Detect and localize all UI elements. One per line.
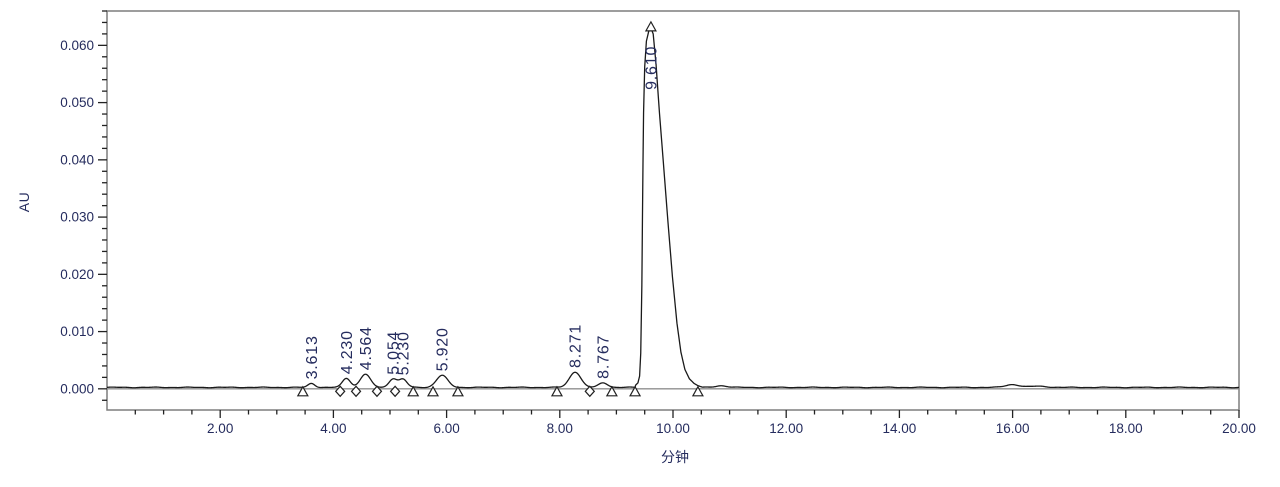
integration-triangle-marker <box>550 385 563 397</box>
x-tick-label: 4.00 <box>320 421 346 436</box>
integration-triangle-marker <box>296 385 309 397</box>
y-tick-label: 0.020 <box>60 267 94 282</box>
y-axis-title: AU <box>16 191 32 213</box>
x-axis-title: 分钟 <box>661 449 689 465</box>
integration-diamond-marker <box>350 385 362 398</box>
x-tick-label: 20.00 <box>1222 421 1256 436</box>
peak-label: 5.054 <box>386 331 403 375</box>
x-tick-label: 10.00 <box>656 421 690 436</box>
peak-label: 5.230 <box>396 331 413 375</box>
peak-label: 9.610 <box>643 46 660 90</box>
y-tick-label: 0.060 <box>60 38 94 53</box>
integration-diamond-marker <box>389 385 401 398</box>
y-tick-label: 0.050 <box>60 95 94 110</box>
integration-diamond-marker <box>334 385 346 398</box>
integration-diamond-marker <box>371 385 383 398</box>
integration-triangle-marker <box>451 385 464 397</box>
plot-frame <box>106 10 1240 411</box>
integration-triangle-marker <box>629 385 642 397</box>
chromatogram-trace <box>106 27 1240 389</box>
x-tick-label: 18.00 <box>1109 421 1143 436</box>
x-tick-label: 12.00 <box>769 421 803 436</box>
integration-triangle-marker <box>605 385 618 397</box>
x-tick-label: 2.00 <box>207 421 233 436</box>
integration-triangle-marker <box>426 385 440 397</box>
peak-label: 8.271 <box>568 324 585 368</box>
x-tick-label: 8.00 <box>547 421 573 436</box>
y-tick-label: 0.010 <box>60 324 94 339</box>
y-tick-label: 0.030 <box>60 210 94 225</box>
integration-triangle-marker <box>691 385 704 397</box>
x-tick-label: 14.00 <box>883 421 917 436</box>
peak-label: 4.230 <box>339 330 356 374</box>
peak-label: 5.920 <box>435 327 452 371</box>
integration-triangle-marker <box>407 385 420 397</box>
apex-triangle-marker <box>644 20 657 32</box>
peak-label: 8.767 <box>596 335 613 379</box>
peak-label: 3.613 <box>304 335 321 379</box>
peak-label: 4.564 <box>358 326 375 370</box>
y-tick-label: 0.000 <box>60 381 94 396</box>
y-tick-label: 0.040 <box>60 152 94 167</box>
x-tick-label: 6.00 <box>433 421 459 436</box>
integration-diamond-marker <box>584 385 596 398</box>
x-tick-label: 16.00 <box>996 421 1030 436</box>
